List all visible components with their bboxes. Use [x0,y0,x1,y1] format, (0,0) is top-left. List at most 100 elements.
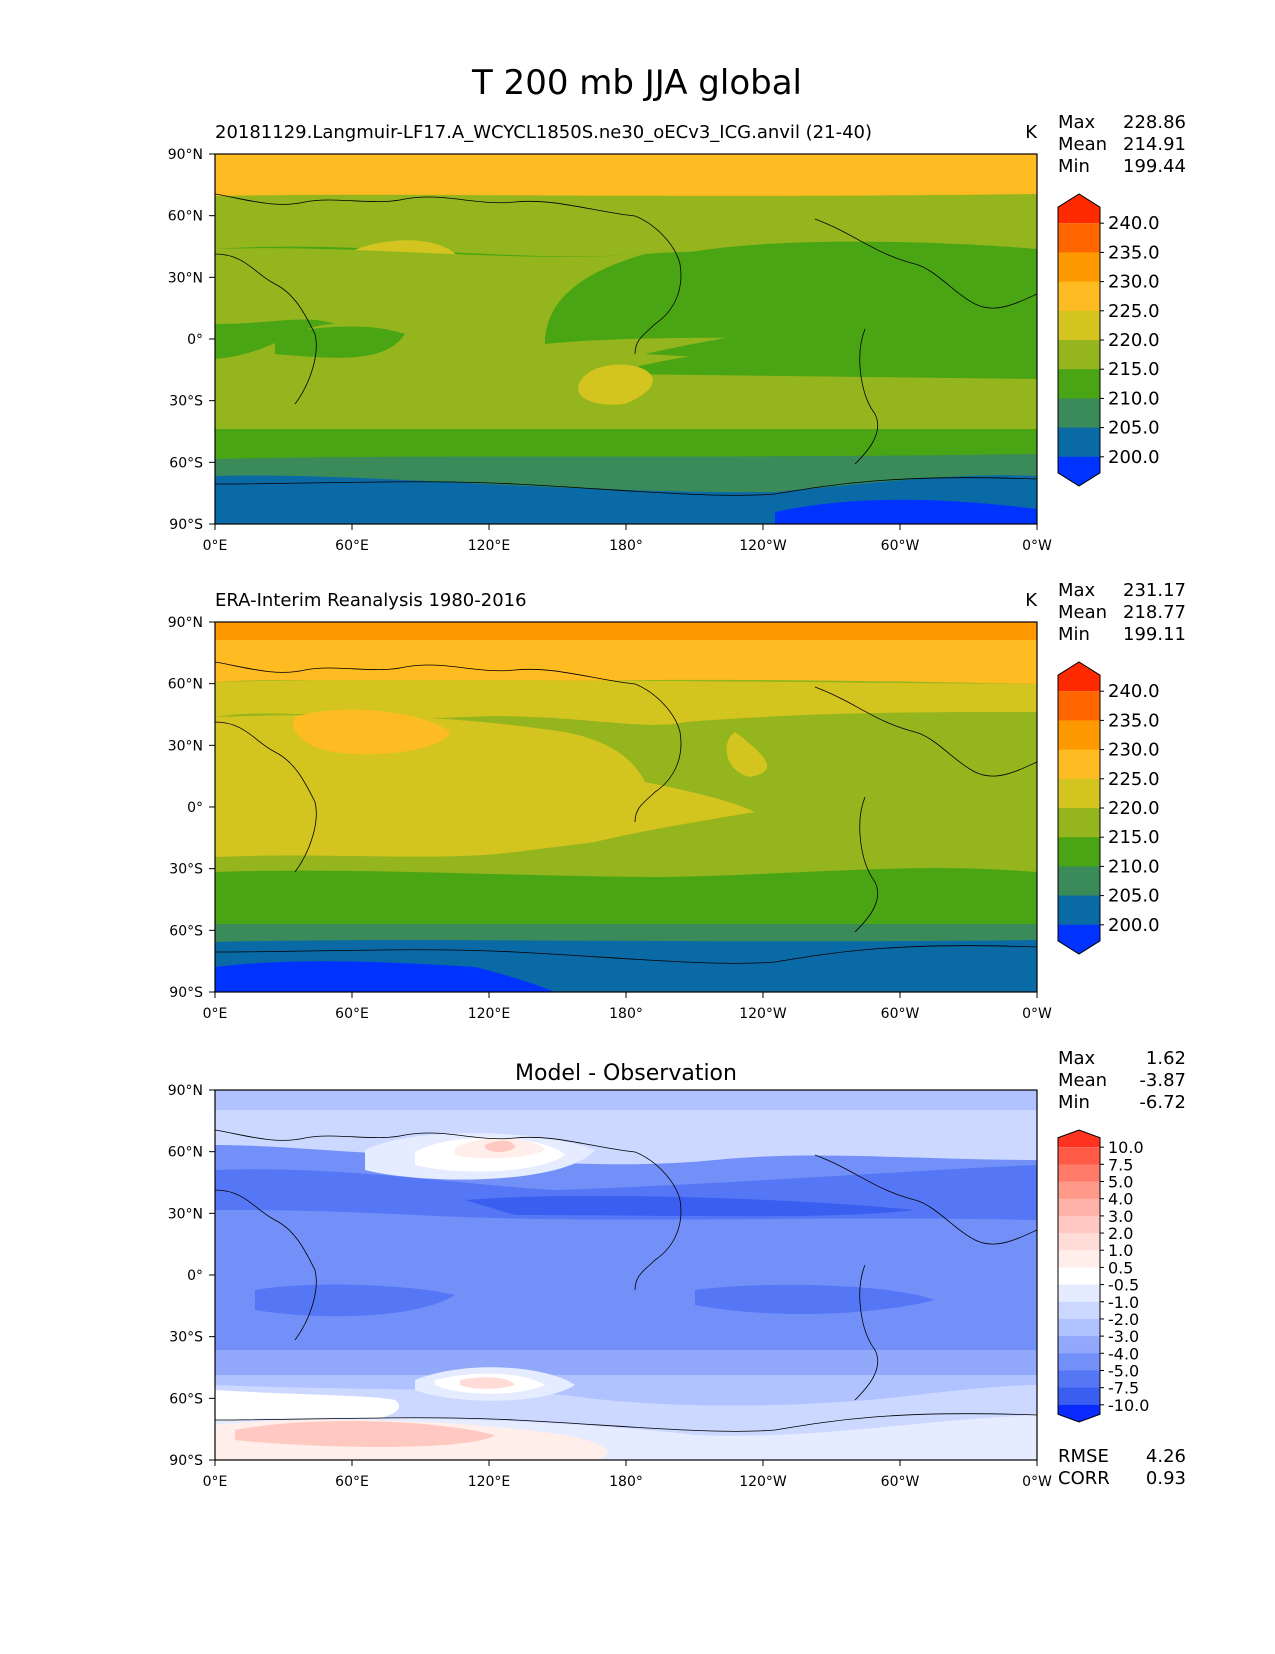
colorbar-swatch [1058,1130,1100,1148]
stat-value-mean: -3.87 [1139,1070,1186,1091]
colorbar-swatch [1058,662,1100,692]
colorbar-swatch [1058,1284,1100,1303]
colorbar-swatch [1058,1353,1100,1371]
coastlines [215,1129,1037,1432]
stat-label-mean: Mean [1058,602,1107,623]
colorbar-label: 2.0 [1108,1224,1133,1243]
colorbar-label: 200.0 [1108,447,1160,468]
x-tick-label: 0°E [203,1474,228,1490]
colorbar-label: 225.0 [1108,301,1160,322]
colorbar-swatch [1058,1370,1100,1389]
colorbar-label: 7.5 [1108,1155,1133,1174]
x-tick-label: 120°W [739,1474,787,1490]
colorbar-swatch [1058,691,1100,721]
colorbar-swatch [1058,456,1100,486]
rmse-value: 4.26 [1146,1446,1186,1467]
colorbar-swatch [1058,1336,1100,1354]
colorbar-label: -10.0 [1108,1396,1149,1415]
x-tick-label: 0°E [203,538,228,554]
colorbar: 10.07.55.04.03.02.01.00.5-0.5-1.0-2.0-3.… [1057,1129,1149,1423]
x-tick-label: 60°E [335,1006,369,1022]
colorbar-swatch [1058,427,1100,458]
colorbar-swatch [1058,340,1100,370]
colorbar-label: 210.0 [1108,856,1160,877]
stat-label-max: Max [1058,580,1096,601]
colorbar-swatch [1058,837,1100,867]
units-label: K [1025,590,1038,611]
colorbar-swatch [1058,398,1100,429]
colorbar-swatch [1058,778,1100,809]
stat-value-mean: 218.77 [1123,602,1186,623]
stat-value-max: 228.86 [1123,112,1186,133]
colorbar-swatch [1058,1301,1100,1320]
colorbar-swatch [1058,1147,1100,1165]
x-tick-label: 60°W [881,538,920,554]
colorbar-swatch [1058,252,1100,283]
colorbar-swatch [1058,369,1100,399]
x-tick-label: 120°W [739,538,787,554]
colorbar-label: -7.5 [1108,1379,1139,1398]
x-tick-label: 60°W [881,1006,920,1022]
colorbar: 240.0 235.0 230.0 225.0 220.0 215.0 210.0 205.0… [1057,193,1160,487]
stat-value-max: 231.17 [1123,580,1186,601]
units-label: K [1025,122,1038,143]
coastlines [215,661,1037,964]
colorbar-swatch [1058,808,1100,838]
x-tick-label: 0°E [203,1006,228,1022]
x-tick-label: 60°E [335,538,369,554]
map-field [215,1090,1037,1460]
colorbar-label: -5.0 [1108,1361,1139,1380]
stat-label-max: Max [1058,1048,1096,1069]
colorbar-outline [1057,1129,1101,1423]
colorbar-label: 205.0 [1108,418,1160,439]
colorbar-label: 5.0 [1108,1173,1133,1192]
y-tick-label: 0° [187,1268,203,1284]
y-tick-label: 30°S [169,862,203,878]
y-tick-label: 60°S [169,1391,203,1407]
stat-label-min: Min [1058,1092,1090,1113]
y-tick-label: 90°N [168,615,203,631]
stat-label-mean: Mean [1058,1070,1107,1091]
y-tick-label: 60°N [168,209,203,225]
colorbar-label: 230.0 [1108,740,1160,761]
coastlines [215,193,1037,496]
y-tick-label: 90°N [168,1083,203,1099]
stat-label-min: Min [1058,156,1090,177]
colorbar-label: 4.0 [1108,1190,1133,1209]
colorbar-label: -3.0 [1108,1327,1139,1346]
stat-value-min: 199.11 [1123,624,1186,645]
colorbar-swatch [1058,866,1100,897]
colorbar-swatch [1058,1318,1100,1337]
x-tick-label: 0°W [1022,538,1052,554]
colorbar-swatch [1058,223,1100,253]
colorbar-label: 235.0 [1108,242,1160,263]
stat-value-mean: 214.91 [1123,134,1186,155]
colorbar-swatch [1058,749,1100,780]
corr-value: 0.93 [1146,1468,1186,1489]
colorbar-label: 220.0 [1108,330,1160,351]
colorbar-swatch [1058,194,1100,224]
colorbar-label: 200.0 [1108,915,1160,936]
x-tick-label: 60°E [335,1474,369,1490]
colorbar-label: 215.0 [1108,359,1160,380]
colorbar-swatch [1058,1387,1100,1406]
y-tick-label: 30°N [168,1206,203,1222]
colorbar-label: -0.5 [1108,1276,1139,1295]
panel-model: 20181129.Langmuir-LF17.A_WCYCL1850S.ne30… [168,112,1186,554]
x-tick-label: 60°W [881,1474,920,1490]
colorbar-label: 240.0 [1108,681,1160,702]
colorbar-outline [1057,193,1101,487]
colorbar-swatch [1058,1233,1100,1251]
colorbar-swatch [1058,1250,1100,1268]
colorbar-label: 3.0 [1108,1207,1133,1226]
y-tick-label: 90°S [169,985,203,1001]
panel-title: 20181129.Langmuir-LF17.A_WCYCL1850S.ne30… [215,122,872,143]
map-field [215,622,1037,992]
x-tick-label: 120°E [468,538,511,554]
y-tick-label: 30°N [168,738,203,754]
y-tick-label: 30°S [169,1330,203,1346]
colorbar-label: 10.0 [1108,1138,1144,1157]
stat-value-max: 1.62 [1146,1048,1186,1069]
colorbar-label: 1.0 [1108,1241,1133,1260]
